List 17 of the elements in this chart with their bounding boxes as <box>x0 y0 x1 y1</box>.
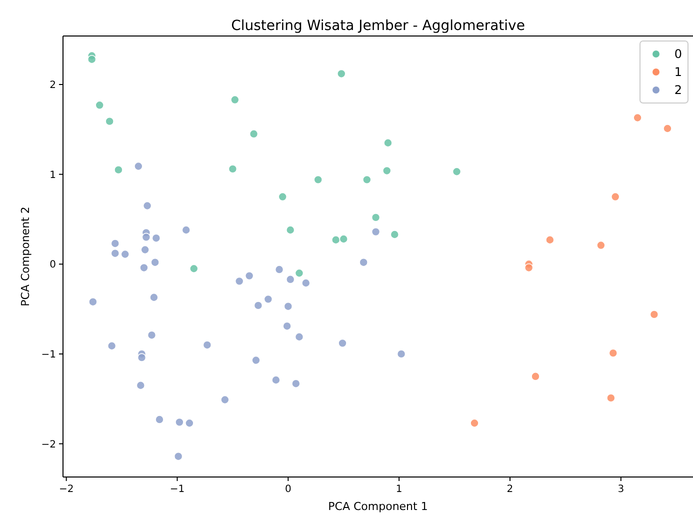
x-tick-label: −1 <box>170 484 185 495</box>
x-axis-title: PCA Component 1 <box>328 500 428 513</box>
chart-title: Clustering Wisata Jember - Agglomerative <box>231 18 525 34</box>
legend-label: 0 <box>674 47 682 62</box>
y-tick-label: 1 <box>50 170 56 181</box>
legend-label: 1 <box>674 65 682 80</box>
x-tick-label: 2 <box>506 484 514 495</box>
x-tick-label: 3 <box>618 484 624 495</box>
y-tick-label: −2 <box>41 439 56 450</box>
x-tick-label: 0 <box>284 484 292 495</box>
x-tick-label: −2 <box>58 484 74 495</box>
y-tick-label: 0 <box>50 260 56 271</box>
y-tick-label: −1 <box>41 349 56 360</box>
legend-label: 2 <box>674 83 682 98</box>
y-tick-label: 2 <box>50 80 56 91</box>
x-tick-label: 1 <box>396 484 402 495</box>
y-axis-title: PCA Component 2 <box>19 206 32 306</box>
